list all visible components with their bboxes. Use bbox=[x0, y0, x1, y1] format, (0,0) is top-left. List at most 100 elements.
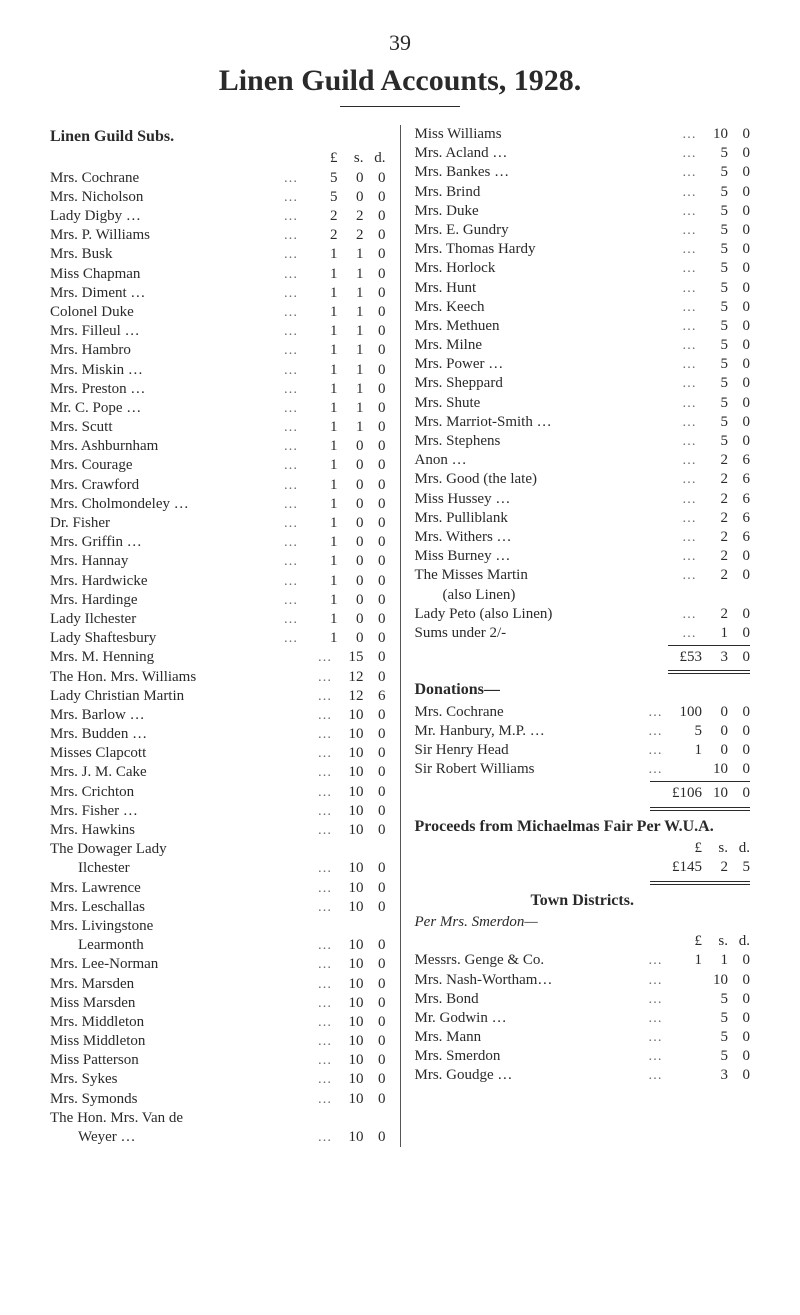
list-item: The Misses Martin…20 bbox=[415, 566, 751, 585]
item-label: Mrs. M. Henning bbox=[50, 648, 154, 667]
item-label: Mrs. Duke bbox=[415, 202, 479, 221]
amount-shillings: 0 bbox=[338, 437, 364, 456]
item-label: Mrs. Hannay bbox=[50, 552, 128, 571]
leader-dots: … bbox=[503, 356, 702, 374]
amount-shillings: 10 bbox=[702, 125, 728, 144]
amount-pounds: 1 bbox=[304, 284, 338, 303]
leader-dots: … bbox=[509, 222, 702, 240]
item-label: Mrs. Horlock bbox=[415, 259, 496, 278]
list-item: Mrs. Milne…50 bbox=[415, 336, 751, 355]
list-item: Miss Patterson…100 bbox=[50, 1051, 386, 1070]
item-label: Mrs. Hardwicke bbox=[50, 572, 147, 591]
list-item: Mrs. Livingstone bbox=[50, 917, 386, 936]
amount-shillings: 5 bbox=[702, 279, 728, 298]
item-label: Mrs. Stephens bbox=[415, 432, 501, 451]
leader-dots: … bbox=[510, 548, 702, 566]
list-item: Mrs. Crichton…100 bbox=[50, 783, 386, 802]
amount-shillings: 5 bbox=[702, 355, 728, 374]
leader-dots: … bbox=[502, 126, 702, 144]
amount-pounds: 100 bbox=[668, 703, 702, 722]
item-label: Mrs. Lee-Norman bbox=[50, 955, 158, 974]
list-item: Mrs. Power ……50 bbox=[415, 355, 751, 374]
list-item: Mrs. Scutt…110 bbox=[50, 418, 386, 437]
list-item: Mrs. Cochrane…10000 bbox=[415, 703, 751, 722]
amount-shillings: 5 bbox=[702, 221, 728, 240]
item-label: Mrs. Busk bbox=[50, 245, 113, 264]
amount-pence: 0 bbox=[364, 437, 386, 456]
amount-pence: 0 bbox=[728, 760, 750, 779]
list-item: Lady Peto (also Linen)…20 bbox=[415, 605, 751, 624]
list-item: Mrs. Budden ……100 bbox=[50, 725, 386, 744]
item-label: Mrs. Mann bbox=[415, 1028, 482, 1047]
list-item: Mrs. Nicholson…500 bbox=[50, 188, 386, 207]
amount-shillings: 0 bbox=[338, 629, 364, 648]
amount-shillings: 0 bbox=[338, 188, 364, 207]
item-label: Mrs. Goudge … bbox=[415, 1066, 513, 1085]
list-item: Mrs. Brind…50 bbox=[415, 183, 751, 202]
list-item: Mrs. Stephens…50 bbox=[415, 432, 751, 451]
leader-dots: … bbox=[552, 972, 668, 990]
list-item: Mrs. Methuen…50 bbox=[415, 317, 751, 336]
item-label: Mrs. Acland … bbox=[415, 144, 508, 163]
amount-shillings: 12 bbox=[338, 668, 364, 687]
item-label: Mrs. Preston … bbox=[50, 380, 145, 399]
item-label: Miss Burney … bbox=[415, 547, 511, 566]
leader-dots: … bbox=[156, 630, 303, 648]
amount-pence: 6 bbox=[728, 509, 750, 528]
leader-dots: … bbox=[476, 280, 702, 298]
amount-pounds: 1 bbox=[304, 245, 338, 264]
list-item: Mrs. Keech…50 bbox=[415, 298, 751, 317]
item-label: Messrs. Genge & Co. bbox=[415, 951, 545, 970]
column-divider bbox=[400, 125, 401, 1147]
list-item: Mrs. Goudge ……30 bbox=[415, 1066, 751, 1085]
donations-total-d: 0 bbox=[728, 784, 750, 803]
amount-pence: 0 bbox=[364, 763, 386, 782]
amount-pence: 0 bbox=[364, 591, 386, 610]
list-item: Mrs. Courage…100 bbox=[50, 456, 386, 475]
leader-dots: … bbox=[480, 395, 702, 413]
amount-pounds: 1 bbox=[304, 533, 338, 552]
list-item: Mrs. Mann…50 bbox=[415, 1028, 751, 1047]
list-item: Mr. Hanbury, M.P. ……500 bbox=[415, 722, 751, 741]
leader-dots: … bbox=[500, 318, 703, 336]
subs-continued-list: Miss Williams…100Mrs. Acland ……50Mrs. Ba… bbox=[415, 125, 751, 643]
content-columns: Linen Guild Subs. £ s. d. Mrs. Cochrane…… bbox=[50, 125, 750, 1147]
leader-dots: … bbox=[507, 1010, 668, 1028]
amount-pence: 0 bbox=[364, 936, 386, 955]
item-label: Mrs. Keech bbox=[415, 298, 485, 317]
list-item: Mrs. Hunt…50 bbox=[415, 279, 751, 298]
item-label: Mrs. Filleul … bbox=[50, 322, 140, 341]
amount-pence: 0 bbox=[728, 605, 750, 624]
leader-dots: … bbox=[135, 822, 338, 840]
amount-pounds: 5 bbox=[304, 188, 338, 207]
item-label: Ilchester bbox=[50, 859, 130, 878]
item-label: Mrs. Miskin … bbox=[50, 361, 143, 380]
item-label: Anon … bbox=[415, 451, 467, 470]
amount-shillings: 10 bbox=[338, 1051, 364, 1070]
leader-dots: … bbox=[130, 860, 338, 878]
amount-shillings: 10 bbox=[338, 821, 364, 840]
item-label: Mrs. Ashburnham bbox=[50, 437, 158, 456]
list-item: Messrs. Genge & Co.…110 bbox=[415, 951, 751, 970]
item-label: Mrs. Bankes … bbox=[415, 163, 510, 182]
leader-dots: … bbox=[145, 707, 338, 725]
item-label: Miss Middleton bbox=[50, 1032, 145, 1051]
item-label: Mrs. Marriot-Smith … bbox=[415, 413, 552, 432]
col-pence: d. bbox=[728, 932, 750, 951]
leader-dots: … bbox=[507, 145, 702, 163]
item-label: Mrs. Smerdon bbox=[415, 1047, 501, 1066]
item-label: The Hon. Mrs. Williams bbox=[50, 668, 196, 687]
leader-dots: … bbox=[510, 491, 702, 509]
amount-pence: 0 bbox=[728, 722, 750, 741]
item-label: Mrs. Hunt bbox=[415, 279, 477, 298]
amount-pence: 0 bbox=[364, 1051, 386, 1070]
leader-dots: … bbox=[140, 323, 304, 341]
leader-dots: … bbox=[145, 381, 303, 399]
amount-shillings: 2 bbox=[702, 605, 728, 624]
item-label: Learmonth bbox=[50, 936, 144, 955]
amount-shillings: 1 bbox=[702, 951, 728, 970]
amount-pence: 6 bbox=[728, 490, 750, 509]
leader-dots: … bbox=[479, 203, 702, 221]
amount-shillings: 0 bbox=[702, 703, 728, 722]
amount-shillings: 2 bbox=[702, 490, 728, 509]
